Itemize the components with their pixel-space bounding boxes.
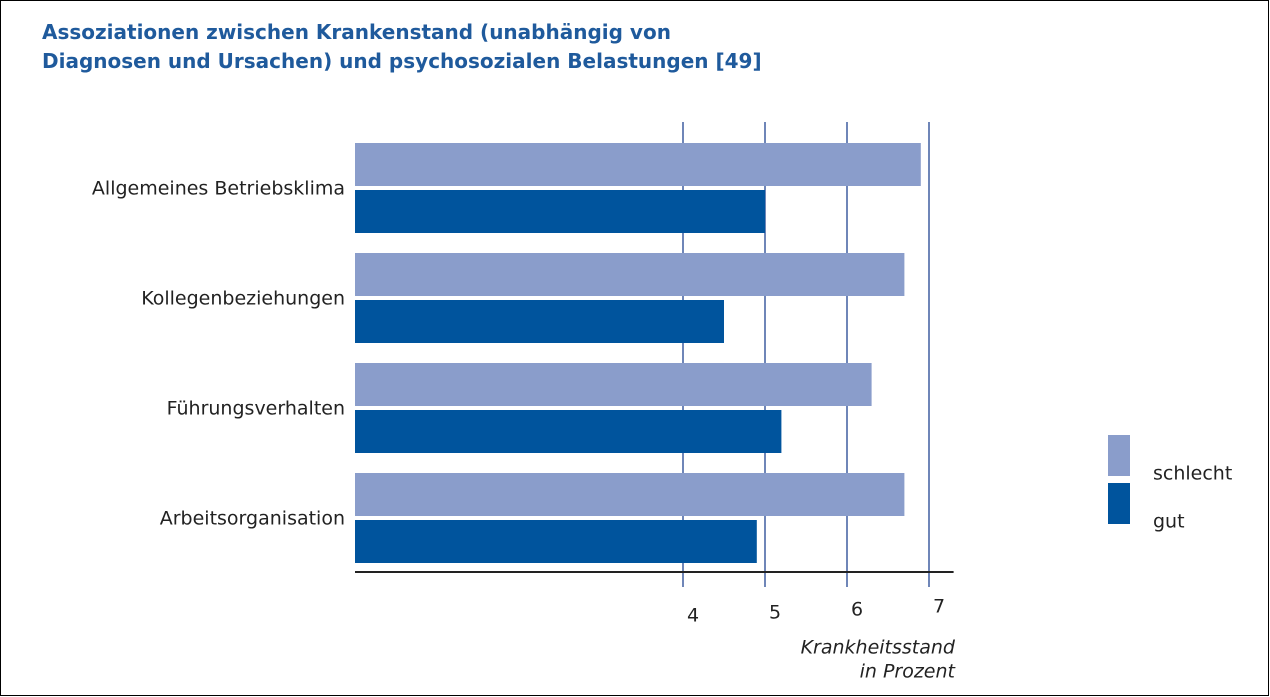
legend-label: schlecht bbox=[1153, 463, 1232, 485]
x-tick-label: 6 bbox=[851, 599, 863, 621]
y-tick-label: Kollegenbeziehungen bbox=[141, 288, 345, 310]
bar bbox=[355, 143, 921, 186]
chart-title: Assoziationen zwischen Krankenstand (una… bbox=[42, 20, 762, 73]
x-axis-label: Krankheitsstand bbox=[801, 637, 956, 659]
legend-swatch bbox=[1108, 483, 1130, 524]
bar bbox=[355, 363, 872, 406]
bar bbox=[355, 300, 724, 343]
legend-swatch bbox=[1108, 435, 1130, 476]
y-tick-label: Arbeitsorganisation bbox=[160, 508, 345, 530]
y-tick-label: Führungsverhalten bbox=[167, 398, 345, 420]
bar bbox=[355, 253, 905, 296]
legend-label: gut bbox=[1153, 511, 1185, 533]
bar bbox=[355, 190, 765, 233]
y-tick-label: Allgemeines Betriebsklima bbox=[92, 178, 345, 200]
bar bbox=[355, 410, 782, 453]
x-tick-label: 5 bbox=[769, 602, 781, 624]
x-tick-label: 4 bbox=[687, 605, 699, 627]
x-tick-label: 7 bbox=[933, 596, 945, 618]
bar bbox=[355, 473, 905, 516]
x-axis-label: in Prozent bbox=[860, 661, 957, 683]
bar bbox=[355, 520, 757, 563]
